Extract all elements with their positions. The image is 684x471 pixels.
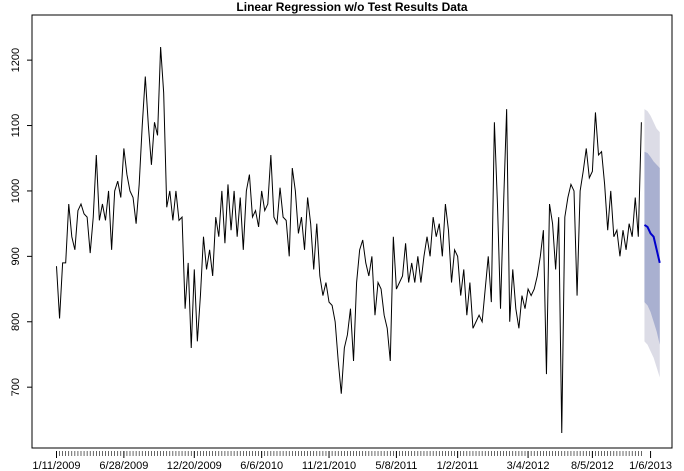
y-tick-label: 700: [10, 378, 22, 396]
x-tick-label: 1/6/2013: [629, 460, 672, 471]
x-tick-label: 8/5/2012: [571, 460, 614, 471]
plot-box: [31, 14, 673, 449]
x-tick-label: 11/21/2010: [302, 460, 356, 471]
y-tick-label: 1000: [10, 179, 22, 203]
forecast-band: [644, 151, 660, 345]
x-tick-label: 3/4/2012: [507, 460, 550, 471]
y-tick-label: 1200: [10, 48, 22, 72]
data-line: [55, 47, 642, 433]
y-tick-label: 800: [10, 313, 22, 331]
x-tick-label: 6/28/2009: [99, 460, 148, 471]
x-tick-label: 5/8/2011: [375, 460, 417, 471]
y-tick-label: 900: [10, 247, 22, 265]
chart-title: Linear Regression w/o Test Results Data: [236, 0, 468, 14]
x-tick-label: 12/20/2009: [167, 460, 222, 471]
x-tick-label: 1/11/2009: [32, 460, 80, 471]
forecast-line: [643, 224, 661, 264]
x-tick-label: 1/2/2011: [437, 460, 479, 471]
y-tick-label: 1100: [10, 114, 22, 138]
x-tick-label: 6/6/2010: [240, 460, 283, 471]
